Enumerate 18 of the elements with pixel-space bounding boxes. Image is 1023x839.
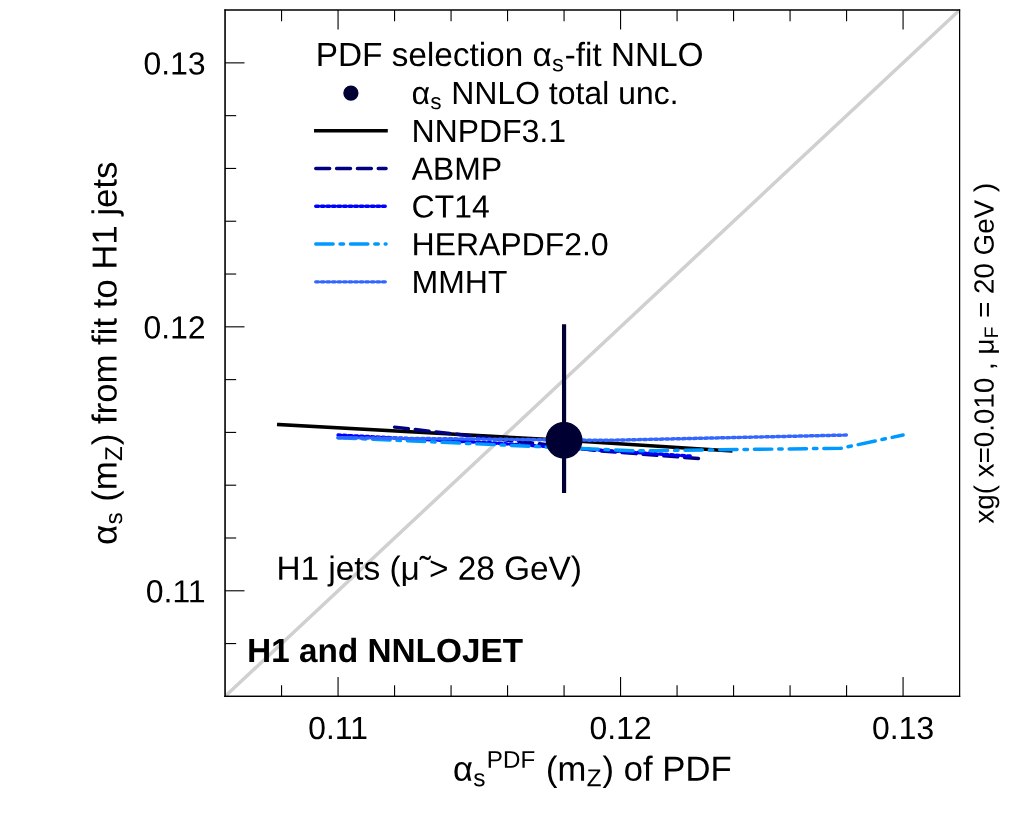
x-tick-label: 0.12 bbox=[590, 716, 651, 740]
y-tick-label: 0.12 bbox=[144, 316, 205, 339]
legend-label: NNPDF3.1 bbox=[414, 119, 565, 143]
legend-label: α$_{s}$ NNLO total unc. bbox=[412, 80, 676, 110]
annotation: H1 jets (μ̃ > 28 GeV) bbox=[279, 555, 580, 587]
annotation: H1 and NNLOJET bbox=[249, 637, 523, 663]
x-tick-label: 0.11 bbox=[309, 716, 367, 740]
legend-label: MMHT bbox=[414, 271, 507, 294]
y-axis-title: α$_{s}$ (m$_{Z}$) from fit to H1 jets bbox=[91, 162, 124, 544]
legend-label: ABMP bbox=[411, 157, 501, 180]
x-axis-title: α$_{s}$$^{PDF}$ (m$_{Z}$) of PDF bbox=[454, 751, 731, 788]
y-tick-label: 0.11 bbox=[147, 580, 205, 603]
x-tick-label: 0.13 bbox=[873, 716, 933, 740]
legend-label: HERAPDF2.0 bbox=[414, 232, 608, 256]
y2-axis-title: xg( x=0.010 , μ$_{F}$ = 20 GeV ) bbox=[973, 184, 1000, 524]
y-tick-label: 0.13 bbox=[144, 52, 205, 75]
legend-label: CT14 bbox=[413, 195, 489, 218]
legend-title: PDF selection α$_{s}$-fit NNLO bbox=[318, 41, 702, 72]
